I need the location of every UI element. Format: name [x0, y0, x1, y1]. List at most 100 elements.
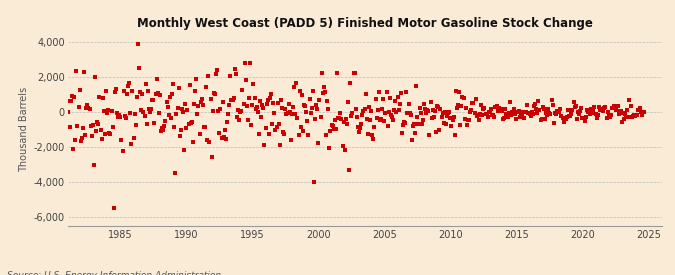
Point [564, 114, 574, 119]
Point [250, 106, 261, 111]
Point [527, 111, 538, 116]
Point [500, 107, 511, 111]
Point [431, 130, 441, 134]
Point [294, 89, 305, 93]
Point [144, 110, 155, 114]
Point [501, 112, 512, 116]
Point [69, 95, 80, 99]
Point [268, 101, 279, 105]
Point [97, 95, 108, 100]
Point [394, 102, 405, 106]
Point [103, 108, 113, 112]
Point [577, 116, 588, 121]
Point [290, 112, 300, 116]
Point [105, 132, 116, 136]
Point [161, 100, 172, 104]
Point [632, 113, 643, 118]
Point [198, 125, 209, 130]
Point [323, 107, 333, 111]
Point [373, 108, 383, 112]
Point [361, 117, 372, 122]
Point [362, 132, 373, 136]
Point [466, 107, 477, 112]
Point [218, 135, 229, 139]
Point [321, 133, 331, 138]
Point [300, 104, 310, 108]
Point [248, 82, 259, 87]
Point [446, 124, 457, 128]
Point [534, 108, 545, 112]
Point [489, 115, 500, 119]
Point [414, 106, 425, 110]
Point [377, 106, 387, 111]
Point [455, 123, 466, 127]
Point [399, 120, 410, 124]
Point [452, 106, 462, 110]
Point [411, 84, 422, 88]
Point [551, 109, 562, 113]
Point [272, 101, 283, 105]
Point [108, 206, 119, 210]
Point [109, 89, 120, 94]
Point [186, 120, 197, 124]
Point [200, 125, 211, 129]
Point [518, 110, 529, 114]
Point [535, 117, 546, 122]
Point [88, 162, 99, 167]
Point [90, 128, 101, 133]
Point [102, 111, 113, 115]
Point [458, 96, 469, 100]
Point [200, 85, 211, 89]
Point [114, 112, 125, 117]
Point [158, 127, 169, 132]
Point [348, 71, 359, 75]
Point [630, 114, 641, 119]
Point [533, 98, 543, 103]
Point [104, 131, 115, 135]
Point [479, 106, 490, 110]
Point [178, 109, 188, 114]
Point [572, 110, 583, 114]
Point [202, 138, 213, 142]
Point [604, 115, 615, 120]
Point [568, 100, 579, 104]
Point [502, 115, 513, 119]
Point [302, 119, 313, 123]
Point [209, 92, 220, 97]
Point [542, 113, 553, 117]
Point [364, 104, 375, 109]
Point [288, 105, 298, 110]
Point [315, 115, 326, 119]
Point [144, 107, 155, 112]
Point [182, 108, 193, 112]
Point [127, 89, 138, 93]
Point [408, 122, 419, 126]
Point [308, 180, 319, 184]
Point [226, 97, 237, 102]
Point [134, 66, 144, 70]
Point [336, 117, 347, 122]
Point [284, 101, 294, 106]
Point [209, 91, 219, 95]
Point [438, 121, 449, 125]
Point [509, 107, 520, 112]
Point [359, 107, 370, 111]
Point [221, 120, 232, 124]
Point [543, 107, 554, 111]
Point [277, 106, 288, 110]
Point [396, 91, 406, 95]
Point [284, 110, 295, 114]
Point [275, 142, 286, 147]
Point [624, 115, 635, 119]
Point [551, 111, 562, 116]
Point [99, 109, 109, 113]
Point [116, 138, 127, 142]
Point [491, 103, 502, 108]
Point [387, 114, 398, 119]
Point [111, 86, 122, 91]
Point [81, 106, 92, 110]
Point [623, 98, 634, 102]
Point [314, 98, 325, 103]
Point [425, 100, 436, 104]
Point [193, 104, 204, 108]
